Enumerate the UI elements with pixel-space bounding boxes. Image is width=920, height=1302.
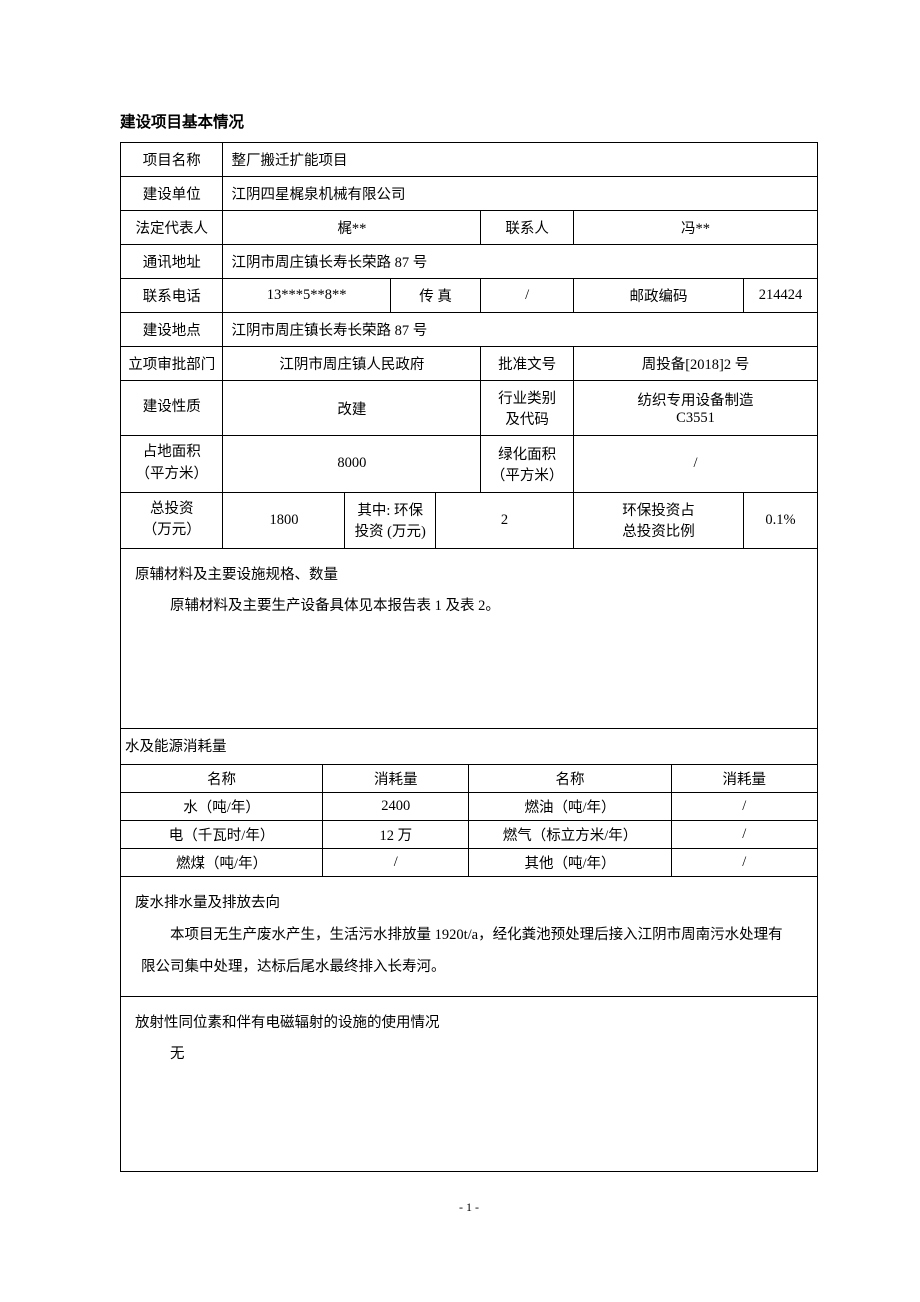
energy-cell: 燃油（吨/年） [469,793,671,821]
wastewater-section: 废水排水量及排放去向 本项目无生产废水产生，生活污水排放量 1920t/a，经化… [120,877,818,997]
energy-cell: 燃煤（吨/年） [121,849,323,877]
label-fax: 传 真 [390,279,481,313]
value-industry: 纺织专用设备制造 C3551 [574,381,818,436]
energy-cell: 燃气（标立方米/年） [469,821,671,849]
radiation-header: 放射性同位素和伴有电磁辐射的设施的使用情况 [131,1005,807,1040]
label-legal-rep: 法定代表人 [121,211,223,245]
table-row: 燃煤（吨/年） / 其他（吨/年） / [121,849,818,877]
table-row: 电（千瓦时/年） 12 万 燃气（标立方米/年） / [121,821,818,849]
table-row: 总投资 （万元） 1800 其中: 环保 投资 (万元) 2 环保投资占 总投资… [121,492,818,549]
energy-col-name1: 名称 [121,765,323,793]
label-env-ratio: 环保投资占 总投资比例 [574,492,744,549]
label-project-name: 项目名称 [121,143,223,177]
table-row: 占地面积 （平方米） 8000 绿化面积 （平方米） / [121,436,818,493]
value-construction-unit: 江阴四星梶泉机械有限公司 [223,177,818,211]
radiation-body: 无 [131,1040,807,1079]
materials-body: 原辅材料及主要生产设备具体见本报告表 1 及表 2。 [131,592,807,631]
basic-info-table: 项目名称 整厂搬迁扩能项目 建设单位 江阴四星梶泉机械有限公司 法定代表人 梶*… [120,142,818,549]
table-row: 项目名称 整厂搬迁扩能项目 [121,143,818,177]
label-postal: 邮政编码 [574,279,744,313]
value-env-ratio: 0.1% [744,492,818,549]
wastewater-header: 废水排水量及排放去向 [131,885,807,920]
label-green: 绿化面积 （平方米） [481,436,574,493]
energy-col-name2: 名称 [469,765,671,793]
table-row: 联系电话 13***5**8** 传 真 / 邮政编码 214424 [121,279,818,313]
materials-section: 原辅材料及主要设施规格、数量 原辅材料及主要生产设备具体见本报告表 1 及表 2… [120,549,818,729]
energy-cell: / [671,821,817,849]
energy-header: 水及能源消耗量 [120,729,818,765]
energy-cell: / [671,849,817,877]
radiation-section: 放射性同位素和伴有电磁辐射的设施的使用情况 无 [120,997,818,1172]
energy-cell: 电（千瓦时/年） [121,821,323,849]
energy-cell: / [671,793,817,821]
label-env-investment: 其中: 环保 投资 (万元) [345,492,436,549]
label-investment: 总投资 （万元） [121,492,223,549]
value-nature: 改建 [223,381,481,436]
value-env-investment: 2 [436,492,574,549]
table-row: 立项审批部门 江阴市周庄镇人民政府 批准文号 周投备[2018]2 号 [121,347,818,381]
value-area: 8000 [223,436,481,493]
table-row: 名称 消耗量 名称 消耗量 [121,765,818,793]
value-investment: 1800 [223,492,345,549]
label-phone: 联系电话 [121,279,223,313]
energy-cell: 12 万 [323,821,469,849]
value-project-name: 整厂搬迁扩能项目 [223,143,818,177]
label-location: 建设地点 [121,313,223,347]
table-row: 建设地点 江阴市周庄镇长寿长荣路 87 号 [121,313,818,347]
label-address: 通讯地址 [121,245,223,279]
value-green: / [574,436,818,493]
table-row: 建设单位 江阴四星梶泉机械有限公司 [121,177,818,211]
materials-header: 原辅材料及主要设施规格、数量 [131,557,807,592]
label-approval-doc: 批准文号 [481,347,574,381]
label-industry: 行业类别 及代码 [481,381,574,436]
value-phone: 13***5**8** [223,279,390,313]
label-area: 占地面积 （平方米） [121,436,223,493]
table-row: 法定代表人 梶** 联系人 冯** [121,211,818,245]
energy-cell: 水（吨/年） [121,793,323,821]
value-address: 江阴市周庄镇长寿长荣路 87 号 [223,245,818,279]
value-contact: 冯** [574,211,818,245]
label-nature: 建设性质 [121,381,223,436]
energy-cell: 其他（吨/年） [469,849,671,877]
energy-cell: 2400 [323,793,469,821]
wastewater-body: 本项目无生产废水产生，生活污水排放量 1920t/a，经化粪池预处理后接入江阴市… [131,920,807,994]
label-approval-dept: 立项审批部门 [121,347,223,381]
table-row: 水（吨/年） 2400 燃油（吨/年） / [121,793,818,821]
value-approval-doc: 周投备[2018]2 号 [574,347,818,381]
energy-cell: / [323,849,469,877]
energy-col-qty1: 消耗量 [323,765,469,793]
page-number: - 1 - [120,1200,818,1215]
label-construction-unit: 建设单位 [121,177,223,211]
energy-table: 名称 消耗量 名称 消耗量 水（吨/年） 2400 燃油（吨/年） / 电（千瓦… [120,765,818,877]
energy-col-qty2: 消耗量 [671,765,817,793]
value-postal: 214424 [744,279,818,313]
label-contact: 联系人 [481,211,574,245]
value-approval-dept: 江阴市周庄镇人民政府 [223,347,481,381]
table-row: 通讯地址 江阴市周庄镇长寿长荣路 87 号 [121,245,818,279]
section-title: 建设项目基本情况 [120,110,818,132]
table-row: 建设性质 改建 行业类别 及代码 纺织专用设备制造 C3551 [121,381,818,436]
value-legal-rep: 梶** [223,211,481,245]
value-location: 江阴市周庄镇长寿长荣路 87 号 [223,313,818,347]
value-fax: / [481,279,574,313]
